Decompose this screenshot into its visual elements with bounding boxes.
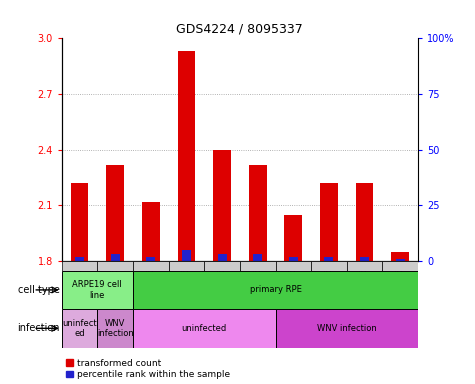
Text: cell type: cell type [18,285,60,295]
Text: uninfected: uninfected [181,324,227,333]
Bar [62,271,133,309]
Bar [204,261,240,271]
Bar [218,255,227,261]
Bar [97,261,133,271]
Bar [133,271,418,309]
Bar [347,261,382,271]
Bar [97,309,133,348]
Bar [75,257,84,261]
Text: WNV infection: WNV infection [317,324,377,333]
Bar [62,261,97,271]
Bar [289,257,298,261]
Bar [169,261,204,271]
Bar [71,183,88,261]
Bar [320,183,338,261]
Bar [391,252,409,261]
Bar [146,257,155,261]
Bar [253,255,262,261]
Bar [382,261,418,271]
Bar [213,150,231,261]
Bar [249,165,266,261]
Text: infection: infection [18,323,60,333]
Bar [311,261,347,271]
Text: ARPE19 cell
line: ARPE19 cell line [73,280,122,300]
Bar [62,309,97,348]
Bar [111,255,120,261]
Bar [276,309,418,348]
Text: primary RPE: primary RPE [249,285,302,295]
Bar [324,257,333,261]
Text: uninfect
ed: uninfect ed [62,319,97,338]
Title: GDS4224 / 8095337: GDS4224 / 8095337 [177,23,303,36]
Bar [396,259,405,261]
Bar [133,261,169,271]
Bar [178,51,195,261]
Bar [182,250,191,261]
Bar [133,309,276,348]
Bar [356,183,373,261]
Bar [276,261,311,271]
Bar [240,261,276,271]
Bar [360,257,369,261]
Legend: transformed count, percentile rank within the sample: transformed count, percentile rank withi… [66,359,230,379]
Text: WNV
infection: WNV infection [97,319,133,338]
Bar [106,165,124,261]
Bar [285,215,302,261]
Bar [142,202,160,261]
